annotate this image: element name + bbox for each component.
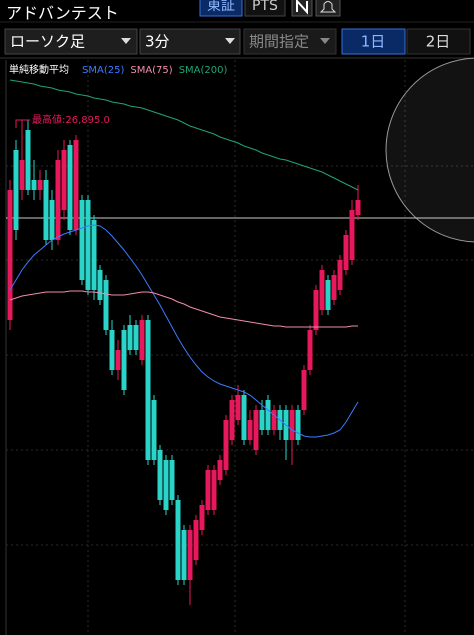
sma-line [9,224,359,438]
candle-body [13,150,19,230]
candle-body [325,280,331,310]
candle-body [97,270,103,300]
touch-indicator [385,57,474,243]
chart-type-select[interactable] [4,28,138,55]
candle-body [193,520,199,560]
range-button[interactable] [406,28,471,55]
grid [6,60,474,635]
chart-type-label[interactable]: ローソク足 [10,33,85,51]
candle-body [247,420,253,440]
candle-body [223,420,229,470]
candle-body [115,350,121,370]
candle-body [349,210,355,260]
candle-body [175,500,181,580]
plot: 最高値:26,895.0 [6,79,474,605]
news-icon[interactable] [291,0,313,17]
candle-body [169,460,175,500]
candle-body [259,410,265,430]
candle-body [73,140,79,230]
market-tab-label[interactable]: 東証 [207,0,235,14]
dropdown-arrow [121,38,131,44]
candle-body [205,470,211,510]
candle-body [199,505,205,530]
legend-entry: SMA(200) [179,65,228,76]
candle-body [121,330,127,390]
high-marker [15,119,30,128]
range-label[interactable]: 2日 [426,33,451,51]
candle-body [337,260,343,290]
legend-title: 単純移動平均 [9,63,69,76]
interval-select[interactable] [139,28,241,55]
candle-body [241,395,247,440]
period-label[interactable]: 期間指定 [249,33,309,51]
candle-body [151,400,157,460]
dropdown-arrow [225,38,235,44]
market-tab-label[interactable]: PTS [252,0,278,14]
candle-body [289,410,295,440]
candle-body [235,395,241,420]
range-label[interactable]: 1日 [361,33,386,51]
legend-entry: SMA(75) [130,65,172,76]
candle-body [187,530,193,580]
market-tab[interactable] [244,0,286,17]
news-glyph [296,0,308,15]
candle-body [109,330,115,370]
candle-body [229,400,235,440]
candle-body [103,280,109,330]
candle-body [7,190,13,320]
candle-body [253,410,259,450]
candle-body [67,145,73,230]
sma-line [9,79,359,191]
candle-body [295,410,301,440]
candle-body [25,130,31,190]
interval-label[interactable]: 3分 [145,33,170,51]
candle-body [211,470,217,510]
candle-body [313,290,319,330]
candle-body [91,220,97,290]
range-button[interactable] [341,28,406,55]
candle-body [343,235,349,270]
candle-body [181,530,187,580]
candle-body [31,180,37,190]
candle-body [319,270,325,310]
candle-body [133,325,139,350]
candle-body [127,325,133,350]
candle-body [355,200,361,215]
symbol: アドバンテスト [6,4,119,23]
candle-body [163,460,169,510]
dropdown-arrow [320,38,330,44]
alert-icon[interactable] [315,0,341,17]
candle-body [61,150,67,210]
market-tab[interactable] [199,0,243,17]
candle-body [265,400,271,430]
candle-body [331,275,337,300]
candle-body [301,370,307,410]
candle-body [43,180,49,240]
candle-body [49,200,55,240]
candle-body [157,450,163,500]
candle-body [19,160,25,190]
candle-body [85,200,91,290]
legend-entry: SMA(25) [82,65,124,76]
candle-body [37,180,43,190]
candle-body [271,410,277,430]
period-select[interactable] [243,28,337,55]
candle-body [55,160,61,240]
candle-body [145,320,151,460]
candle-body [217,460,223,480]
sma-line [9,290,358,328]
bell-glyph [319,1,337,13]
candle-body [139,320,145,360]
candle-body [307,330,313,370]
high-label: 最高値:26,895.0 [32,113,110,126]
candle-body [79,200,85,280]
